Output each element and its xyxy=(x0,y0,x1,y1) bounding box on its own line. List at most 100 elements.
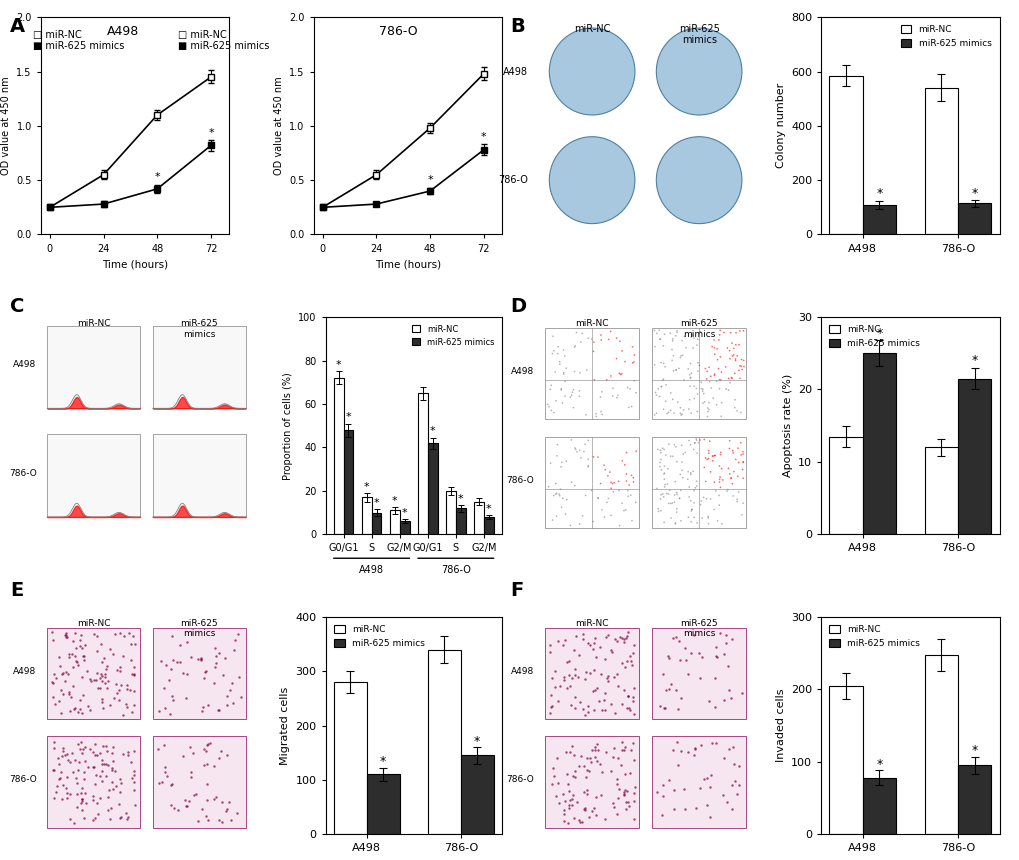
Point xyxy=(605,670,622,684)
Point xyxy=(45,763,61,777)
Bar xyxy=(47,736,140,827)
Point xyxy=(54,778,70,792)
Point xyxy=(705,333,721,347)
Point xyxy=(112,665,128,679)
Point xyxy=(673,744,689,758)
Point xyxy=(654,372,671,386)
Point xyxy=(85,794,101,808)
Point xyxy=(569,445,585,458)
Point xyxy=(573,451,589,464)
Point xyxy=(564,740,580,753)
Point xyxy=(546,365,562,378)
Point xyxy=(126,667,143,681)
Point xyxy=(67,771,84,785)
Point xyxy=(712,409,729,423)
Point xyxy=(691,324,707,338)
Point xyxy=(106,691,122,704)
Point xyxy=(652,463,668,476)
Point xyxy=(687,481,703,494)
Point xyxy=(118,812,135,826)
Point xyxy=(655,466,672,480)
Point xyxy=(701,375,717,389)
Point xyxy=(672,401,688,415)
Point xyxy=(673,691,689,705)
Point xyxy=(718,484,735,498)
Point xyxy=(51,650,67,664)
Point xyxy=(593,667,609,681)
Point xyxy=(619,701,635,715)
Point xyxy=(652,356,668,370)
Text: miR-625
mimics: miR-625 mimics xyxy=(680,319,717,339)
Point xyxy=(677,802,693,816)
Point xyxy=(67,654,84,667)
Point xyxy=(150,742,166,756)
Point xyxy=(674,455,690,469)
Text: *: * xyxy=(154,172,160,182)
Point xyxy=(68,801,85,814)
Point xyxy=(108,779,124,793)
Point xyxy=(46,791,62,805)
Point xyxy=(658,407,675,421)
Point xyxy=(697,475,713,488)
Point xyxy=(99,744,115,758)
Point xyxy=(156,738,172,752)
Point xyxy=(89,748,105,762)
Point xyxy=(552,482,569,496)
Point xyxy=(655,472,672,486)
Point xyxy=(710,373,727,387)
Point xyxy=(592,476,608,490)
Point xyxy=(695,460,711,474)
Point xyxy=(600,333,616,347)
Point xyxy=(582,755,598,769)
Point xyxy=(556,634,573,648)
Point xyxy=(549,694,566,708)
Point xyxy=(58,786,74,800)
Text: 786-O: 786-O xyxy=(379,25,418,38)
Point xyxy=(551,488,568,502)
Point xyxy=(705,502,721,516)
Point xyxy=(590,491,606,505)
Point xyxy=(102,642,118,656)
Point xyxy=(66,626,83,640)
Point xyxy=(154,775,170,789)
Point xyxy=(725,740,741,753)
Point xyxy=(177,793,194,807)
Point xyxy=(94,669,110,683)
Point xyxy=(182,765,199,779)
Point xyxy=(655,443,672,457)
Point xyxy=(76,765,93,779)
Point xyxy=(93,636,109,650)
Point xyxy=(677,641,693,654)
Point xyxy=(219,802,235,815)
Point xyxy=(599,669,615,683)
Point xyxy=(623,654,639,667)
Point xyxy=(648,482,664,495)
Point xyxy=(583,744,599,758)
Point xyxy=(719,384,736,397)
Point xyxy=(720,344,737,358)
Point xyxy=(660,651,677,665)
Point xyxy=(549,777,566,790)
Point xyxy=(214,796,230,809)
Point xyxy=(662,496,679,510)
Point xyxy=(165,693,181,707)
Point xyxy=(117,806,133,820)
Point xyxy=(657,448,674,462)
Point xyxy=(586,750,602,764)
Point xyxy=(85,745,101,759)
Point xyxy=(614,684,631,697)
Point xyxy=(197,665,213,679)
Point xyxy=(163,662,179,676)
Point xyxy=(215,668,231,682)
Text: 786-O: 786-O xyxy=(9,776,37,784)
Point xyxy=(73,792,90,806)
Point xyxy=(654,339,671,353)
Point xyxy=(160,673,176,686)
Point xyxy=(662,386,679,400)
Point xyxy=(692,498,708,512)
Point xyxy=(686,629,702,642)
Point xyxy=(554,343,571,357)
Point xyxy=(547,488,564,501)
Text: miR-NC: miR-NC xyxy=(575,319,608,329)
Point xyxy=(716,629,733,642)
